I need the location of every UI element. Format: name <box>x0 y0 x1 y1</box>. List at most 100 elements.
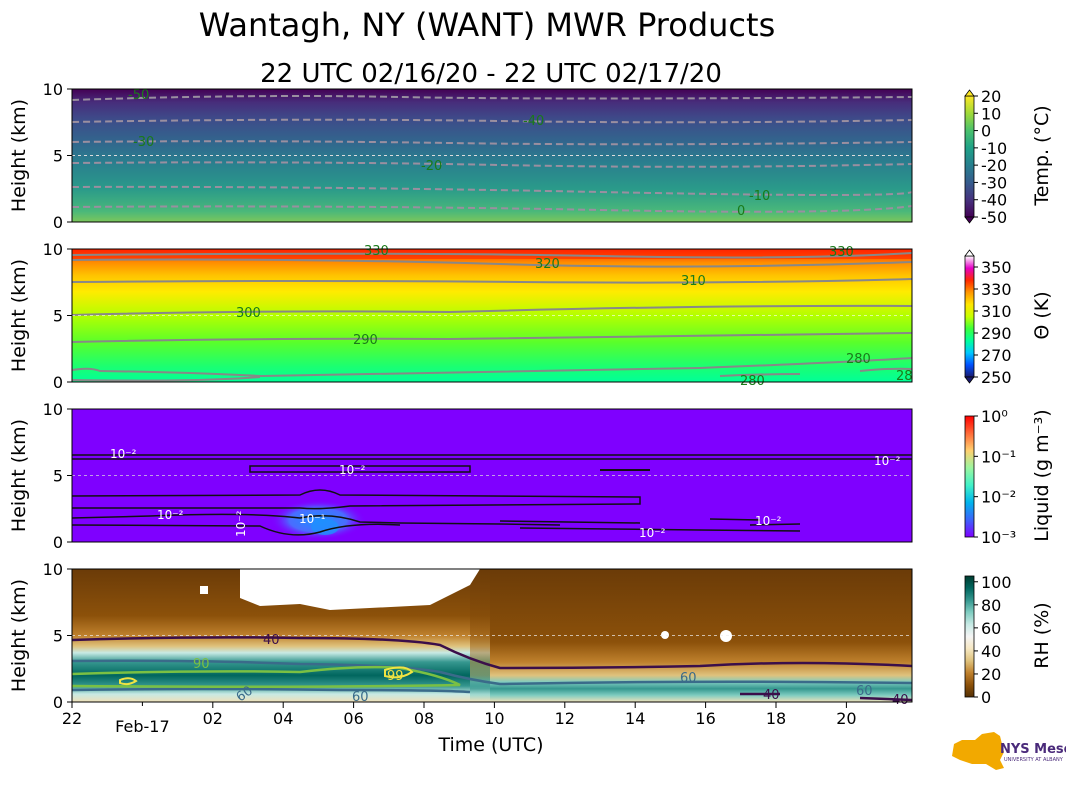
y-tick-label: 5 <box>53 627 63 646</box>
y-axis-label: Height (km) <box>8 419 30 532</box>
colorbar-tick-label: 350 <box>981 258 1012 277</box>
contour-label: -10 <box>749 189 770 204</box>
colorbar-tick-label: -40 <box>981 191 1007 210</box>
colorbar-tick-label: 20 <box>981 87 1001 106</box>
contour-label: 10⁻² <box>110 447 137 461</box>
contour-label: 40 <box>763 688 780 703</box>
contour-line <box>71 304 913 316</box>
colorbar-tick-label: -10 <box>981 139 1007 158</box>
liquid-cloud <box>270 500 366 540</box>
contour-label: 280 <box>846 352 871 367</box>
contour-label: 330 <box>364 244 389 259</box>
x-tick-label: 16 <box>695 709 715 728</box>
contour-label: -40 <box>523 114 544 129</box>
colorbar <box>964 255 975 378</box>
colorbar-label: Liquid (g m⁻³) <box>1031 409 1053 541</box>
colorbar-tick-label: 290 <box>981 324 1012 343</box>
contour-line <box>71 185 913 196</box>
colorbar <box>964 95 975 218</box>
rh-panel: 40 90 99 60 60 60 40 60 40 <box>71 568 913 708</box>
x-tick-label: 14 <box>625 709 645 728</box>
colorbar-tick-label: 310 <box>981 302 1012 321</box>
colorbar-tick-label: 0 <box>981 688 991 707</box>
contour-label: 330 <box>829 245 854 260</box>
contour-label: -30 <box>133 135 154 150</box>
y-tick-label: 10 <box>43 80 63 99</box>
contour-line <box>71 140 913 146</box>
contour-label: 300 <box>236 306 261 321</box>
contour-line <box>719 367 913 377</box>
contour-line <box>71 161 913 168</box>
rh-missing-area <box>240 569 480 610</box>
colorbar-label: Temp. (°C) <box>1031 105 1053 206</box>
y-tick-label: 0 <box>53 533 63 552</box>
y-tick-label: 5 <box>53 147 63 166</box>
contour-line <box>71 513 561 526</box>
contour-line <box>499 518 801 532</box>
nys-mesonet-logo: NYS Mesonet UNIVERSITY AT ALBANY <box>952 732 1066 770</box>
x-tick-label: 04 <box>273 709 293 728</box>
new-york-state-icon <box>952 732 1004 770</box>
colorbar-tick-label: 0 <box>981 122 991 141</box>
colorbar-tick-label: -50 <box>981 208 1007 227</box>
contour-line <box>71 659 913 686</box>
x-tick-label: 22 <box>62 709 82 728</box>
contour-label: 290 <box>353 333 378 348</box>
x-tick-label: 18 <box>766 709 786 728</box>
y-tick-label: 10 <box>43 400 63 419</box>
contour-label: 40 <box>263 633 280 648</box>
contour-line <box>71 118 913 124</box>
colorbar-tick-label: 330 <box>981 280 1012 299</box>
contour-label: 10⁻² <box>639 526 666 540</box>
colorbar-tick-label: 80 <box>981 596 1001 615</box>
x-axis-label: Time (UTC) <box>437 734 543 756</box>
x-tick-label: 12 <box>555 709 575 728</box>
y-tick-label: 10 <box>43 560 63 579</box>
figure-title: Wantagh, NY (WANT) MWR Products <box>199 6 775 44</box>
y-tick-label: 10 <box>43 240 63 259</box>
contour-label: 60 <box>680 671 697 686</box>
contour-label: 10⁻² <box>339 463 366 477</box>
colorbar-tick-label: 10 <box>981 104 1001 123</box>
contour-line <box>72 454 912 460</box>
y-tick-label: 0 <box>53 373 63 392</box>
contour-line <box>71 523 401 536</box>
colorbar-tick-label: -30 <box>981 173 1007 192</box>
x-tick-label: 20 <box>836 709 856 728</box>
y-tick-label: 0 <box>53 213 63 232</box>
contour-label: 60 <box>352 690 369 705</box>
y-axis-label: Height (km) <box>8 579 30 692</box>
colorbar-tick-label: 60 <box>981 619 1001 638</box>
contour-label: 10⁻² <box>157 508 184 522</box>
colorbar-tick-label: 270 <box>981 346 1012 365</box>
contour-line <box>71 95 913 101</box>
figure-subtitle: 22 UTC 02/16/20 - 22 UTC 02/17/20 <box>260 59 722 89</box>
contour-line <box>71 205 913 213</box>
colorbar-tick-label: 10⁻¹ <box>981 447 1016 466</box>
y-axis-label: Height (km) <box>8 259 30 372</box>
contour-label: -20 <box>421 159 442 174</box>
colorbar-label: Θ (K) <box>1031 291 1053 339</box>
contour-line <box>71 636 913 670</box>
x-tick-label-date: Feb-17 <box>115 717 169 736</box>
contour-label: 90 <box>193 657 210 672</box>
contour-line <box>71 357 913 378</box>
colorbar-tick-label: 10⁻³ <box>981 528 1016 547</box>
x-tick-label: 10 <box>484 709 504 728</box>
contour-line <box>71 278 913 284</box>
colorbar <box>964 575 975 698</box>
temperature-panel: -50 -40 -30 -20 -10 0 <box>71 88 913 223</box>
theta-panel: 330 320 310 300 290 280 280 28 330 <box>71 244 913 389</box>
colorbar-tick-label: 40 <box>981 642 1001 661</box>
contour-label: 10⁻¹ <box>299 512 326 526</box>
y-axis-label: Height (km) <box>8 99 30 212</box>
contour-label: 10⁻² <box>755 514 782 528</box>
y-tick-label: 5 <box>53 467 63 486</box>
contour-label: 40 <box>892 693 909 708</box>
contour-line <box>249 465 471 473</box>
colorbar-tick-label: 10⁻² <box>981 488 1016 507</box>
contour-label: 320 <box>535 257 560 272</box>
contour-label: 10⁻² <box>874 454 901 468</box>
x-tick-label: 08 <box>414 709 434 728</box>
